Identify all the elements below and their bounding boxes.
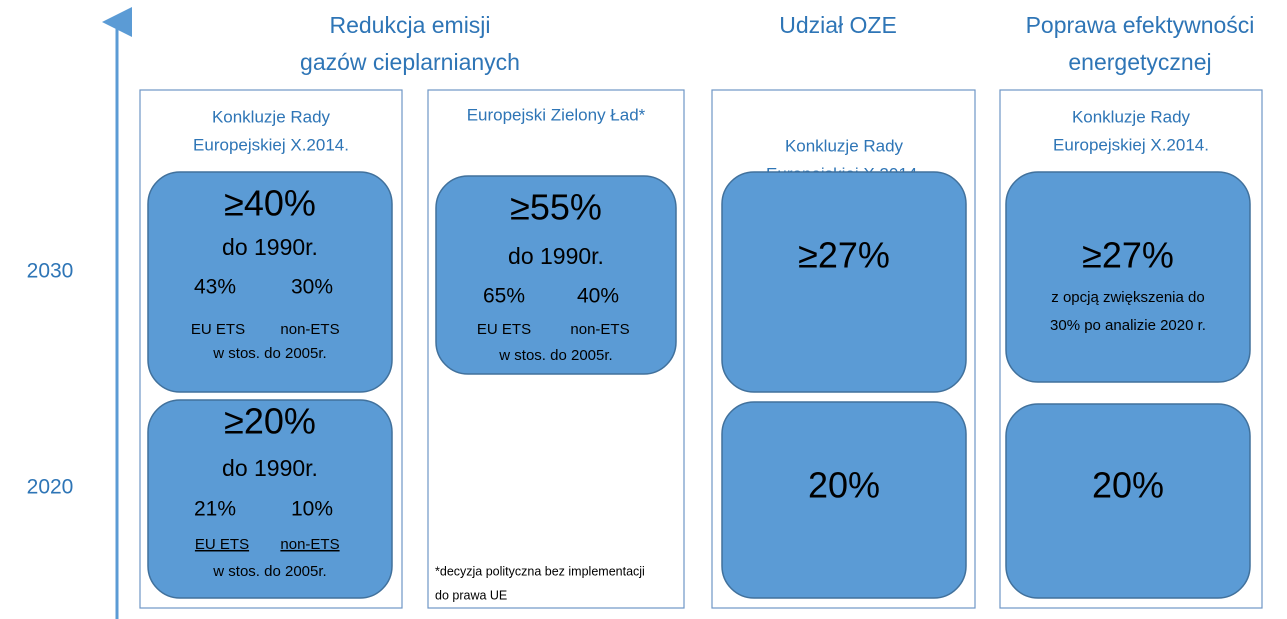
split-label: EU ETS: [191, 321, 245, 338]
target: ≥20%: [224, 401, 316, 442]
section-title: gazów cieplarnianych: [300, 49, 520, 75]
target-box: [147, 171, 393, 393]
split-value: 40%: [577, 285, 619, 308]
target: 20%: [808, 465, 880, 506]
note: w stos. do 2005r.: [498, 347, 612, 364]
note: 30% po analizie 2020 r.: [1050, 317, 1206, 334]
target-box: [435, 175, 677, 375]
split-label: EU ETS: [477, 321, 531, 338]
target: ≥27%: [798, 235, 890, 276]
target-box: [147, 399, 393, 599]
split-label: non-ETS: [570, 321, 629, 338]
split-value: 10%: [291, 498, 333, 521]
baseline: do 1990r.: [222, 455, 318, 481]
column: [427, 89, 685, 609]
column: [139, 89, 403, 609]
column-header: Europejski Zielony Ład*: [467, 105, 646, 124]
column: [711, 89, 976, 609]
target-box: [1005, 171, 1251, 383]
column-header: Konkluzje Rady: [1072, 107, 1191, 126]
target-box: [1005, 403, 1251, 599]
split-value: 30%: [291, 276, 333, 299]
column: [999, 89, 1263, 609]
section-title: Udział OZE: [779, 12, 897, 38]
column-header: Konkluzje Rady: [785, 136, 904, 155]
target-box: [721, 401, 967, 599]
baseline: do 1990r.: [508, 243, 604, 269]
split-value: 65%: [483, 285, 525, 308]
column-header: Europejskiej X.2014.: [1053, 135, 1209, 154]
target: ≥55%: [510, 187, 602, 228]
split-label: non-ETS: [280, 321, 339, 338]
column-header: Europejskiej X.2014.: [193, 135, 349, 154]
note: z opcją zwiększenia do: [1051, 289, 1204, 306]
split-value: 21%: [194, 498, 236, 521]
year-label: 2020: [27, 476, 74, 499]
split-label: non-ETS: [280, 536, 339, 553]
note: w stos. do 2005r.: [212, 345, 326, 362]
target: 20%: [1092, 465, 1164, 506]
column-header: Konkluzje Rady: [212, 107, 331, 126]
section-title: Redukcja emisji: [329, 12, 490, 38]
split-label: EU ETS: [195, 536, 249, 553]
section-title: energetycznej: [1068, 49, 1211, 75]
target-box: [721, 171, 967, 393]
split-value: 43%: [194, 276, 236, 299]
section-title: Poprawa efektywności: [1026, 12, 1255, 38]
footnote: do prawa UE: [435, 588, 507, 602]
target: ≥27%: [1082, 235, 1174, 276]
year-label: 2030: [27, 260, 74, 283]
note: w stos. do 2005r.: [212, 563, 326, 580]
baseline: do 1990r.: [222, 234, 318, 260]
target: ≥40%: [224, 183, 316, 224]
footnote: *decyzja polityczna bez implementacji: [435, 564, 645, 578]
